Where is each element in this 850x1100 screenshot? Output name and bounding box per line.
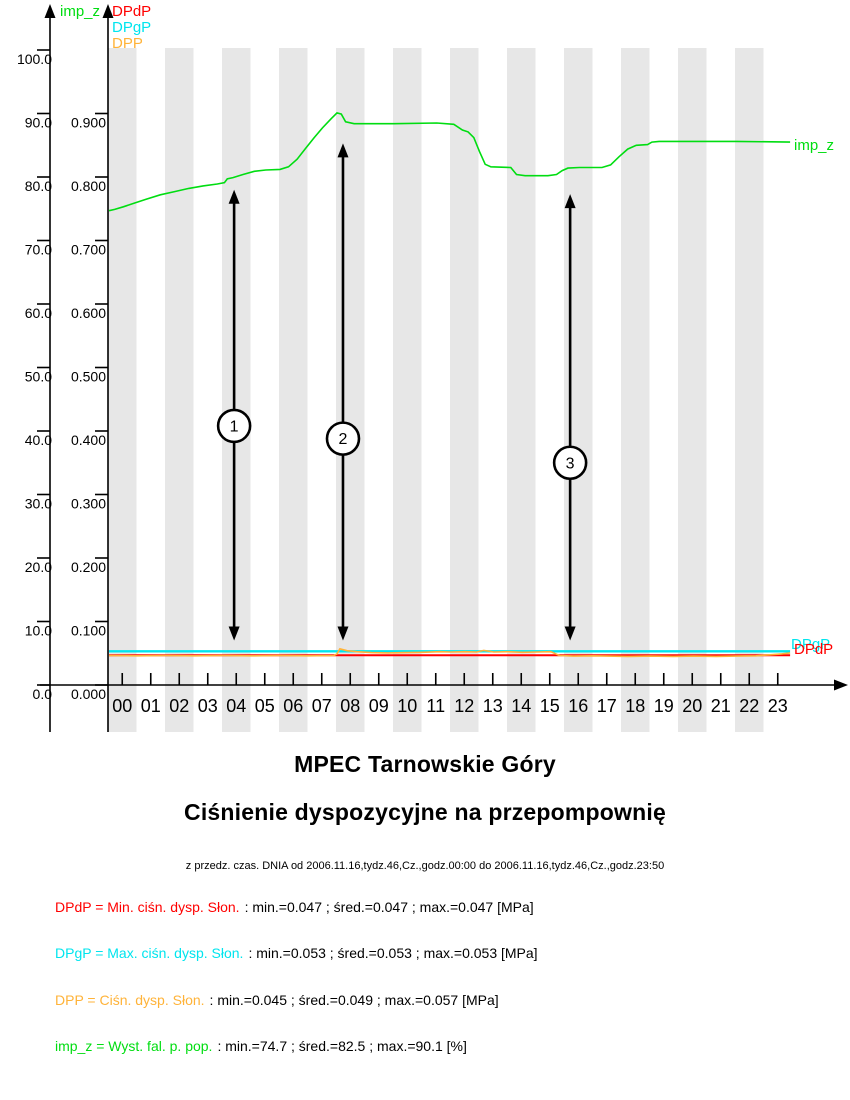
svg-text:02: 02 [169, 696, 189, 716]
legend-row-dpdp: DPdP = Min. ciśn. dysp. Słon.: min.=0.04… [55, 899, 534, 915]
svg-text:0.600: 0.600 [71, 305, 106, 321]
chart: 00 01 02 03 04 05 06 07 08 09 10 11 12 13 14 15 16 17 18 19… [17, 3, 848, 732]
legend-series-label: DPP = Ciśn. dysp. Słon. [55, 992, 205, 1008]
axis-label-dpp: DPP [112, 35, 143, 52]
svg-text:21: 21 [711, 696, 731, 716]
svg-text:40.0: 40.0 [25, 432, 52, 448]
y-axis-percent: 0.0 10.0 20.0 30.0 40.0 50.0 60.0 70.0 80.0 90.0 1… [17, 4, 56, 732]
svg-text:23: 23 [768, 696, 788, 716]
legend-row-dpgp: DPgP = Max. ciśn. dysp. Słon.: min.=0.05… [55, 945, 538, 961]
svg-text:0.300: 0.300 [71, 496, 106, 512]
svg-text:80.0: 80.0 [25, 178, 52, 194]
svg-text:13: 13 [483, 696, 503, 716]
x-axis: 00 01 02 03 04 05 06 07 08 09 10 11 12 13 14 15 16 17 18 19… [40, 673, 848, 716]
svg-text:19: 19 [654, 696, 674, 716]
annotation-badge-2 [325, 421, 361, 456]
hour-stripes [108, 48, 764, 732]
legend-row-dpp: DPP = Ciśn. dysp. Słon.: min.=0.045 ; śr… [55, 992, 499, 1008]
svg-text:09: 09 [369, 696, 389, 716]
svg-text:17: 17 [597, 696, 617, 716]
svg-text:20: 20 [682, 696, 702, 716]
legend-series-stats: : min.=0.045 ; śred.=0.049 ; max.=0.057 … [209, 992, 499, 1008]
legend-series-label: DPdP = Min. ciśn. dysp. Słon. [55, 899, 240, 915]
svg-text:1: 1 [230, 418, 239, 435]
series-imp_z [108, 112, 791, 212]
svg-text:90.0: 90.0 [25, 115, 52, 131]
legend-row-impz: imp_z = Wyst. fal. p. pop.: min.=74.7 ; … [55, 1038, 467, 1054]
legend-series-label: DPgP = Max. ciśn. dysp. Słon. [55, 945, 244, 961]
svg-text:2: 2 [339, 431, 348, 448]
page-title: MPEC Tarnowskie Góry [294, 751, 556, 777]
annotation-arrow-2: 2 [325, 143, 361, 641]
axis-label-dpdp: DPdP [112, 3, 151, 20]
date-range-label: z przedz. czas. DNIA od 2006.11.16,tydz.… [185, 860, 665, 872]
svg-text:0.500: 0.500 [71, 369, 106, 385]
svg-text:05: 05 [255, 696, 275, 716]
svg-text:50.0: 50.0 [25, 369, 52, 385]
line-label-DPdP: DPdP [794, 641, 833, 658]
svg-text:0.700: 0.700 [71, 242, 106, 258]
line-label-DPgP: DPgP [791, 636, 830, 653]
svg-text:18: 18 [625, 696, 645, 716]
svg-text:0.800: 0.800 [71, 178, 106, 194]
svg-text:0.400: 0.400 [71, 432, 106, 448]
chart-subtitle: Ciśnienie dyspozycyjne na przepompownię [184, 799, 666, 825]
svg-text:08: 08 [340, 696, 360, 716]
chart-svg: 00 01 02 03 04 05 06 07 08 09 10 11 12 13 14 15 16 17 18 19… [17, 3, 848, 732]
svg-text:10: 10 [397, 696, 417, 716]
legend-series-stats: : min.=0.053 ; śred.=0.053 ; max.=0.053 … [248, 945, 538, 961]
y-axis-mpa: 0.000 0.100 0.200 0.300 0.400 0.500 0.600 0.700… [71, 4, 114, 732]
svg-text:16: 16 [568, 696, 588, 716]
legend-series-stats: : min.=0.047 ; śred.=0.047 ; max.=0.047 … [244, 899, 534, 915]
svg-text:11: 11 [426, 696, 445, 716]
svg-text:70.0: 70.0 [25, 242, 52, 258]
svg-text:06: 06 [283, 696, 303, 716]
annotation-arrow-3: 3 [552, 194, 588, 641]
svg-text:0.900: 0.900 [71, 115, 106, 131]
annotation-badge-3 [552, 445, 588, 481]
svg-text:00: 00 [112, 696, 132, 716]
annotation-arrow-1: 1 [216, 189, 252, 641]
svg-text:15: 15 [540, 696, 560, 716]
svg-text:03: 03 [198, 696, 218, 716]
axis-label-dpgp: DPgP [112, 19, 151, 36]
annotation-badge-1 [216, 408, 252, 444]
svg-text:20.0: 20.0 [25, 559, 52, 575]
legend-series-label: imp_z = Wyst. fal. p. pop. [55, 1038, 213, 1054]
axis-label-imp_z: imp_z [60, 3, 100, 20]
svg-text:60.0: 60.0 [25, 305, 52, 321]
svg-text:12: 12 [454, 696, 474, 716]
svg-text:04: 04 [226, 696, 246, 716]
svg-text:0.100: 0.100 [71, 623, 106, 639]
legend-series-stats: : min.=74.7 ; śred.=82.5 ; max.=90.1 [%] [217, 1038, 467, 1054]
svg-text:30.0: 30.0 [25, 496, 52, 512]
svg-text:0.0: 0.0 [33, 686, 53, 702]
svg-text:3: 3 [566, 455, 575, 472]
svg-text:14: 14 [511, 696, 531, 716]
series-DPP [108, 647, 791, 658]
svg-text:100.0: 100.0 [17, 51, 52, 67]
line-label-imp_z: imp_z [794, 137, 834, 154]
svg-text:0.000: 0.000 [71, 686, 106, 702]
svg-text:22: 22 [739, 696, 759, 716]
svg-text:01: 01 [141, 696, 161, 716]
svg-text:10.0: 10.0 [25, 623, 52, 639]
svg-text:0.200: 0.200 [71, 559, 106, 575]
svg-text:07: 07 [312, 696, 332, 716]
